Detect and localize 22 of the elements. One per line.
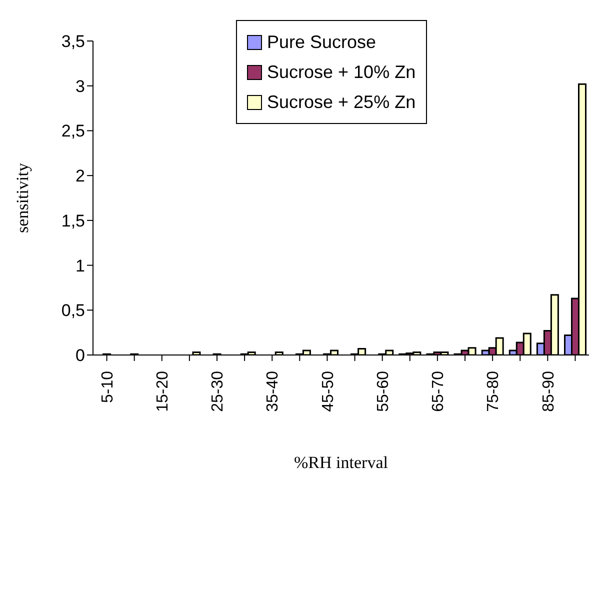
x-tick-label: 85-90 — [540, 370, 558, 412]
legend-label: Sucrose + 10% Zn — [267, 61, 416, 84]
y-tick-label: 1 — [76, 256, 85, 276]
x-tick-label: 75-80 — [485, 370, 502, 412]
x-tick-label: 25-30 — [210, 370, 227, 412]
y-tick-label: 3,5 — [61, 32, 85, 52]
y-tick-label: 2,5 — [61, 122, 85, 141]
legend-label: Pure Sucrose — [267, 31, 376, 54]
y-axis-title: sensitivity — [13, 162, 32, 233]
y-tick-label: 0,5 — [61, 301, 85, 320]
x-tick-label: 35-40 — [264, 370, 282, 412]
x-tick-label: 65-70 — [430, 370, 448, 412]
x-tick-label: 45-50 — [320, 370, 337, 412]
y-tick-label: 3 — [76, 76, 85, 96]
y-tick-label: 1,5 — [61, 211, 85, 230]
x-tick-label: 15-20 — [154, 370, 172, 412]
x-tick-label: 5-10 — [99, 370, 116, 404]
y-tick-label: 2 — [76, 166, 85, 186]
y-tick-label: 0 — [76, 346, 85, 366]
x-axis-title: %RH interval — [294, 453, 388, 472]
legend-label: Sucrose + 25% Zn — [267, 91, 416, 114]
x-tick-label: 55-60 — [374, 370, 392, 412]
